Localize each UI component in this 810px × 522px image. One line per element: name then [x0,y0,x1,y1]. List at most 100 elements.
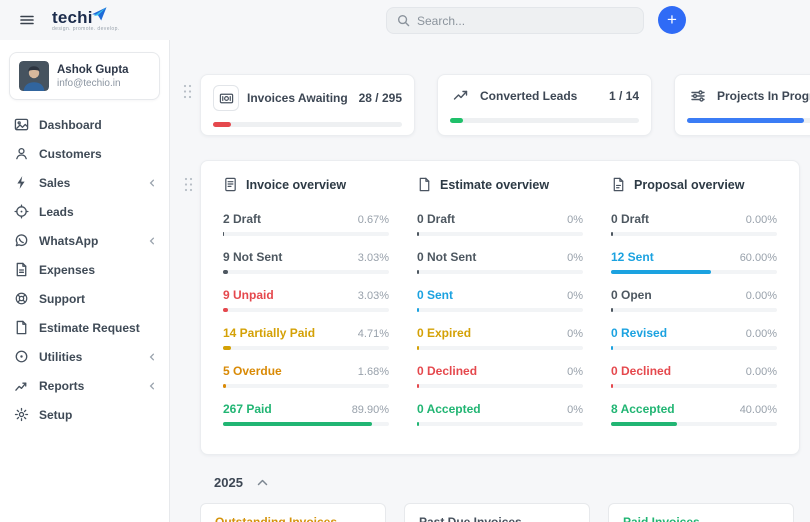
progress-fill [611,270,711,274]
overview-row: 0 Accepted 0% [417,402,583,426]
chevron-left-icon [148,382,156,390]
progress-track [450,118,639,123]
overview-row: 0 Draft 0.00% [611,212,777,236]
progress-fill [417,384,419,388]
expenses-icon [13,262,29,278]
progress-track [611,270,777,274]
brand-text: techi [52,7,93,27]
drag-handle-icon[interactable] [183,84,192,104]
brand-logo[interactable]: techi design. promote. develop. [52,7,120,32]
customers-icon [13,146,29,162]
trending-up-icon [450,85,472,107]
search-input[interactable] [417,13,633,28]
overview-row: 0 Draft 0% [417,212,583,236]
progress-fill [687,118,805,123]
progress-track [611,346,777,350]
progress-track [417,308,583,312]
sales-icon [13,175,29,191]
status-percent: 3.03% [357,252,389,264]
sidebar-item-leads[interactable]: Leads [0,197,169,226]
sidebar-item-label: Leads [39,204,74,219]
sidebar-item-support[interactable]: Support [0,284,169,313]
progress-track [223,346,389,350]
kpi-value: 1 / 14 [608,89,639,103]
status-percent: 0% [567,214,583,226]
card-title: Paid Invoices [623,515,700,522]
status-label: 5 Overdue [223,364,282,378]
progress-track [223,270,389,274]
status-label: 0 Sent [417,288,454,302]
global-search[interactable] [386,7,644,34]
progress-track [223,308,389,312]
paid-invoices-card[interactable]: Paid Invoices [608,503,794,522]
sidebar-item-whatsapp[interactable]: WhatsApp [0,226,169,255]
status-label: 2 Draft [223,212,262,226]
leads-icon [13,204,29,220]
sidebar-item-setup[interactable]: Setup [0,400,169,429]
overview-row: 0 Declined 0.00% [611,364,777,388]
progress-track [417,384,583,388]
kpi-card-projects-in-progress[interactable]: Projects In Progress [674,74,810,136]
status-label: 0 Expired [417,326,472,340]
status-label: 0 Accepted [417,402,481,416]
progress-fill [223,422,373,426]
chevron-left-icon [148,353,156,361]
kpi-label: Converted Leads [480,89,578,103]
estimate-document-icon [417,177,432,192]
status-percent: 0.00% [745,290,777,302]
sidebar-item-dashboard[interactable]: Dashboard [0,110,169,139]
status-label: 0 Draft [611,212,650,226]
status-label: 0 Draft [417,212,456,226]
status-percent: 0.67% [357,214,389,226]
sidebar-item-label: Estimate Request [39,320,140,335]
hamburger-menu-icon[interactable] [14,7,40,33]
dashboard-icon [13,117,29,133]
outstanding-invoices-card[interactable]: Outstanding Invoices [200,503,386,522]
progress-track [223,384,389,388]
overview-row: 267 Paid 89.90% [223,402,389,426]
progress-track [611,308,777,312]
kpi-label: Invoices Awaiting Pay... [247,91,351,105]
sidebar-item-estimate-request[interactable]: Estimate Request [0,313,169,342]
status-percent: 0% [567,328,583,340]
sidebar-item-utilities[interactable]: Utilities [0,342,169,371]
status-label: 0 Not Sent [417,250,477,264]
quick-add-button[interactable]: + [658,6,686,34]
status-label: 0 Open [611,288,652,302]
status-label: 9 Unpaid [223,288,274,302]
card-title: Outstanding Invoices [215,515,338,522]
brand-logo-icon [91,7,108,25]
status-label: 14 Partially Paid [223,326,316,340]
overview-row: 0 Open 0.00% [611,288,777,312]
kpi-card-invoices-awaiting-payment[interactable]: Invoices Awaiting Pay... 28 / 295 [200,74,415,136]
support-icon [13,291,29,307]
user-profile-card[interactable]: Ashok Gupta info@techio.in [9,52,160,100]
status-percent: 89.90% [351,404,389,416]
overview-widget: Invoice overview 2 Draft 0.67% 9 Not Sent… [184,160,800,455]
status-percent: 1.68% [357,366,389,378]
sidebar-item-label: Utilities [39,349,83,364]
status-percent: 0.00% [745,366,777,378]
progress-track [611,422,777,426]
overview-title: Estimate overview [440,177,550,192]
progress-track [213,122,402,127]
progress-fill [417,422,419,426]
collapse-toggle-chevron-up-icon[interactable] [257,479,268,486]
sidebar-item-expenses[interactable]: Expenses [0,255,169,284]
invoice-document-icon [223,177,238,192]
progress-fill [213,122,231,127]
progress-fill [223,346,231,350]
progress-fill [611,232,613,236]
status-label: 12 Sent [611,250,654,264]
sidebar-item-label: Reports [39,378,85,393]
progress-track [417,270,583,274]
overview-row: 8 Accepted 40.00% [611,402,777,426]
drag-handle-icon[interactable] [184,177,193,197]
status-percent: 60.00% [739,252,777,264]
sidebar-item-label: Setup [39,407,73,422]
sidebar-item-sales[interactable]: Sales [0,168,169,197]
past-due-invoices-card[interactable]: Past Due Invoices [404,503,590,522]
sidebar-item-reports[interactable]: Reports [0,371,169,400]
kpi-card-converted-leads[interactable]: Converted Leads 1 / 14 [437,74,652,136]
sidebar-item-customers[interactable]: Customers [0,139,169,168]
